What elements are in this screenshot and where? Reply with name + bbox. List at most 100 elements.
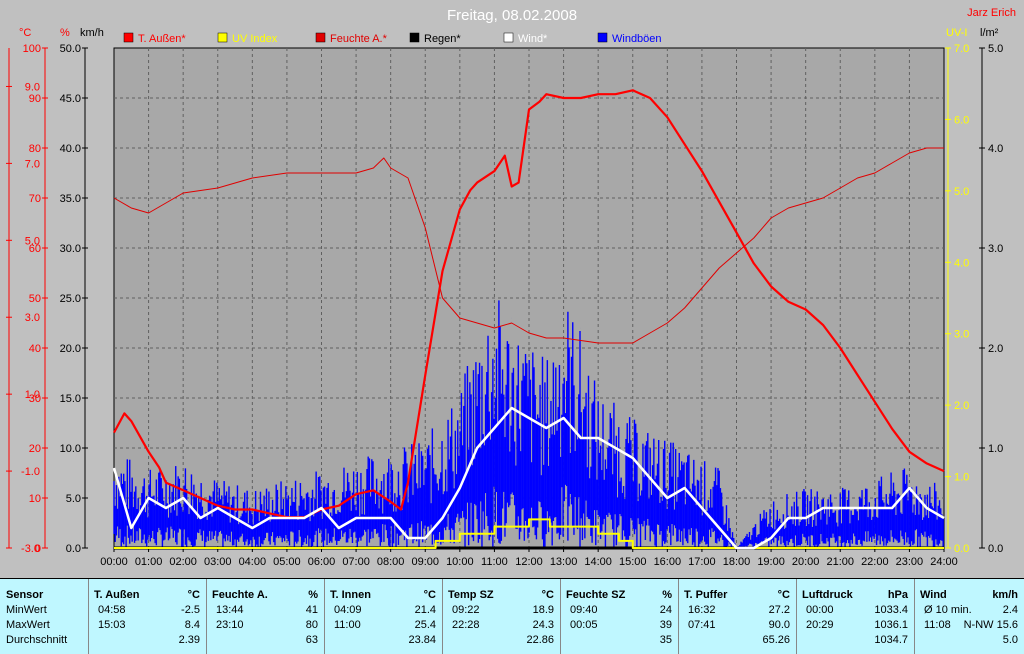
- stat-name: Feuchte A.: [212, 588, 268, 602]
- x-tick-label: 05:00: [273, 556, 301, 568]
- wind-axis-tick-label: 25.0: [60, 293, 81, 305]
- humidity-axis-tick-label: 20: [29, 443, 41, 455]
- stat-name: Wind: [920, 588, 947, 602]
- x-tick-label: 08:00: [377, 556, 405, 568]
- station-name: Jarz Erich: [967, 7, 1016, 19]
- row-label-min: MinWert: [6, 603, 47, 617]
- x-tick-label: 22:00: [861, 556, 889, 568]
- humidity-axis-tick-label: 10: [29, 493, 41, 505]
- stat-min-value: 1033.4: [874, 603, 908, 617]
- stat-name: Luftdruck: [802, 588, 853, 602]
- legend-label: Wind*: [518, 33, 548, 45]
- stat-min-time: 00:00: [806, 603, 834, 617]
- stat-min-value: -2.5: [181, 603, 200, 617]
- rain-axis-tick-label: 5.0: [988, 43, 1003, 55]
- wind-axis-tick-label: 15.0: [60, 393, 81, 405]
- stat-min-value: 24: [660, 603, 672, 617]
- x-tick-label: 14:00: [584, 556, 612, 568]
- stat-min-time: 04:58: [98, 603, 126, 617]
- uv-axis-tick-label: 5.0: [954, 186, 969, 198]
- x-tick-label: 21:00: [826, 556, 854, 568]
- stat-max-value: 24.3: [533, 618, 554, 632]
- stat-avg-value: 65.26: [762, 633, 790, 647]
- stat-name: Temp SZ: [448, 588, 494, 602]
- humidity-axis-tick-label: 100: [23, 43, 41, 55]
- stat-avg-value: 23.84: [408, 633, 436, 647]
- stat-avg-value: 1034.7: [874, 633, 908, 647]
- legend-swatch: [598, 33, 607, 42]
- legend-label: Regen*: [424, 33, 461, 45]
- row-label-avg: Durchschnitt: [6, 633, 67, 647]
- stat-min-time: 13:44: [216, 603, 244, 617]
- x-tick-label: 02:00: [169, 556, 197, 568]
- stat-unit: °C: [778, 588, 790, 602]
- unit-kmh: km/h: [80, 27, 104, 39]
- legend-swatch: [218, 33, 227, 42]
- x-tick-label: 01:00: [135, 556, 163, 568]
- x-tick-label: 06:00: [308, 556, 336, 568]
- stat-max-time: 11:00: [334, 618, 361, 632]
- temp-axis-tick-label: -3.0: [21, 543, 40, 555]
- unit-percent: %: [60, 27, 70, 39]
- x-tick-label: 03:00: [204, 556, 232, 568]
- stat-max-time: 22:28: [452, 618, 480, 632]
- stat-min-time: 09:22: [452, 603, 480, 617]
- stat-name: T. Puffer: [684, 588, 727, 602]
- rain-axis-tick-label: 0.0: [988, 543, 1003, 555]
- stat-max-time: 07:41: [688, 618, 716, 632]
- temp-axis-tick-label: 5.0: [25, 235, 40, 247]
- stats-table: Sensor MinWert MaxWert Durchschnitt T. A…: [0, 578, 1024, 654]
- wind-axis-tick-label: 50.0: [60, 43, 81, 55]
- uv-axis-tick-label: 0.0: [954, 543, 969, 555]
- stat-name: T. Außen: [94, 588, 139, 602]
- legend-swatch: [410, 33, 419, 42]
- stat-min-time: 04:09: [334, 603, 362, 617]
- uv-axis-tick-label: 4.0: [954, 257, 969, 269]
- rain-axis-tick-label: 2.0: [988, 343, 1003, 355]
- wind-axis-tick-label: 10.0: [60, 443, 81, 455]
- rain-axis-tick-label: 4.0: [988, 143, 1003, 155]
- wind-axis-tick-label: 5.0: [66, 493, 81, 505]
- wind-axis-tick-label: 35.0: [60, 193, 81, 205]
- stat-max-time: 00:05: [570, 618, 598, 632]
- x-tick-label: 19:00: [757, 556, 785, 568]
- x-tick-label: 16:00: [654, 556, 682, 568]
- stat-avg-value: 63: [306, 633, 318, 647]
- stat-unit: hPa: [888, 588, 908, 602]
- wind-axis-tick-label: 0.0: [66, 543, 81, 555]
- stat-max-value: 1036.1: [874, 618, 908, 632]
- x-tick-label: 00:00: [100, 556, 128, 568]
- rain-axis-tick-label: 1.0: [988, 443, 1003, 455]
- uv-axis-tick-label: 1.0: [954, 472, 969, 484]
- x-tick-label: 12:00: [515, 556, 543, 568]
- x-tick-label: 23:00: [896, 556, 924, 568]
- stat-min-value: 41: [306, 603, 318, 617]
- legend-label: Feuchte A.*: [330, 33, 388, 45]
- row-label-max: MaxWert: [6, 618, 50, 632]
- stat-min-time: Ø 10 min.: [924, 603, 972, 617]
- unit-celsius: °C: [19, 27, 31, 39]
- stat-max-time: 11:08: [924, 618, 951, 632]
- stat-unit: %: [662, 588, 672, 602]
- humidity-axis-tick-label: 40: [29, 343, 41, 355]
- stat-min-value: 18.9: [533, 603, 554, 617]
- x-tick-label: 07:00: [342, 556, 370, 568]
- stat-min-value: 27.2: [769, 603, 790, 617]
- stat-max-value: 90.0: [769, 618, 790, 632]
- rain-axis-tick-label: 3.0: [988, 243, 1003, 255]
- stat-min-value: 21.4: [415, 603, 436, 617]
- uv-axis-tick-label: 2.0: [954, 400, 969, 412]
- temp-axis-tick-label: 1.0: [25, 389, 40, 401]
- chart-title: Freitag, 08.02.2008: [447, 7, 577, 24]
- x-tick-label: 24:00: [930, 556, 958, 568]
- legend-swatch: [316, 33, 325, 42]
- stat-max-value: 25.4: [415, 618, 436, 632]
